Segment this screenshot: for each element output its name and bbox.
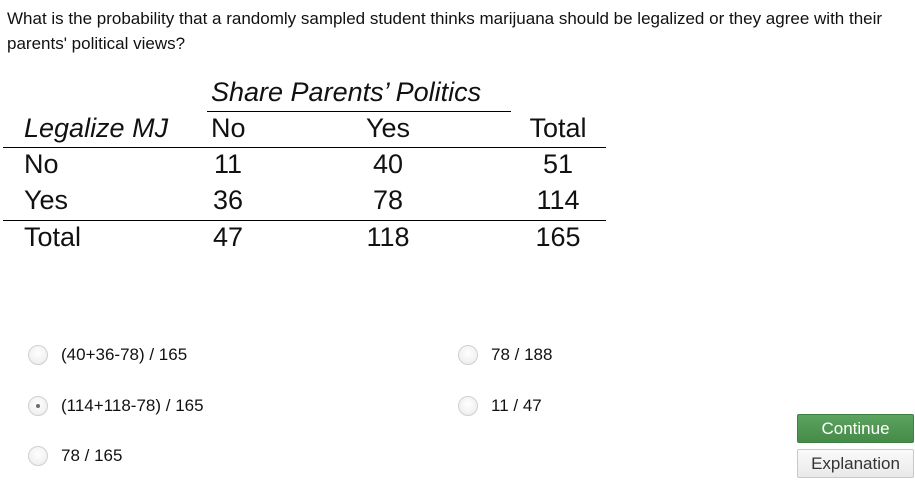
column-group-underline — [207, 111, 511, 112]
cell-yes-yes: 78 — [372, 185, 404, 215]
total-rule — [3, 220, 606, 221]
radio-button[interactable] — [458, 396, 478, 416]
header-rule — [3, 147, 606, 148]
column-header-yes: Yes — [365, 113, 411, 143]
row-label-total: Total — [24, 222, 82, 252]
row-header: Legalize MJ — [24, 113, 169, 143]
answer-option[interactable]: 11 / 47 — [458, 396, 542, 416]
radio-button-selected[interactable] — [28, 396, 48, 416]
radio-button[interactable] — [28, 446, 48, 466]
cell-total-yes: 118 — [366, 222, 410, 252]
cell-yes-total: 114 — [536, 185, 580, 215]
answer-option-label[interactable]: (114+118-78) / 165 — [61, 396, 204, 415]
cell-total-total: 165 — [535, 222, 581, 252]
answer-option-label[interactable]: 11 / 47 — [491, 396, 542, 415]
explanation-button[interactable]: Explanation — [797, 449, 914, 478]
answer-option[interactable]: 78 / 165 — [28, 446, 122, 466]
answer-option[interactable]: (40+36-78) / 165 — [28, 345, 187, 365]
column-group-header: Share Parents’ Politics — [211, 77, 482, 107]
column-header-total: Total — [529, 113, 587, 143]
question-text: What is the probability that a randomly … — [7, 9, 883, 53]
answer-option[interactable]: 78 / 188 — [458, 345, 552, 365]
cell-no-no: 11 — [213, 149, 243, 179]
radio-button[interactable] — [28, 345, 48, 365]
cell-no-total: 51 — [542, 149, 574, 179]
cell-no-yes: 40 — [372, 149, 404, 179]
cell-total-no: 47 — [212, 222, 244, 252]
cell-yes-no: 36 — [212, 185, 244, 215]
answer-option[interactable]: (114+118-78) / 165 — [28, 396, 204, 416]
answer-option-label[interactable]: (40+36-78) / 165 — [61, 345, 188, 364]
row-label-yes: Yes — [24, 185, 69, 215]
continue-button[interactable]: Continue — [797, 414, 914, 443]
answer-option-label[interactable]: 78 / 188 — [491, 345, 553, 364]
column-header-no: No — [211, 113, 246, 143]
answer-option-label[interactable]: 78 / 165 — [61, 446, 123, 465]
radio-button[interactable] — [458, 345, 478, 365]
row-label-no: No — [24, 149, 59, 179]
